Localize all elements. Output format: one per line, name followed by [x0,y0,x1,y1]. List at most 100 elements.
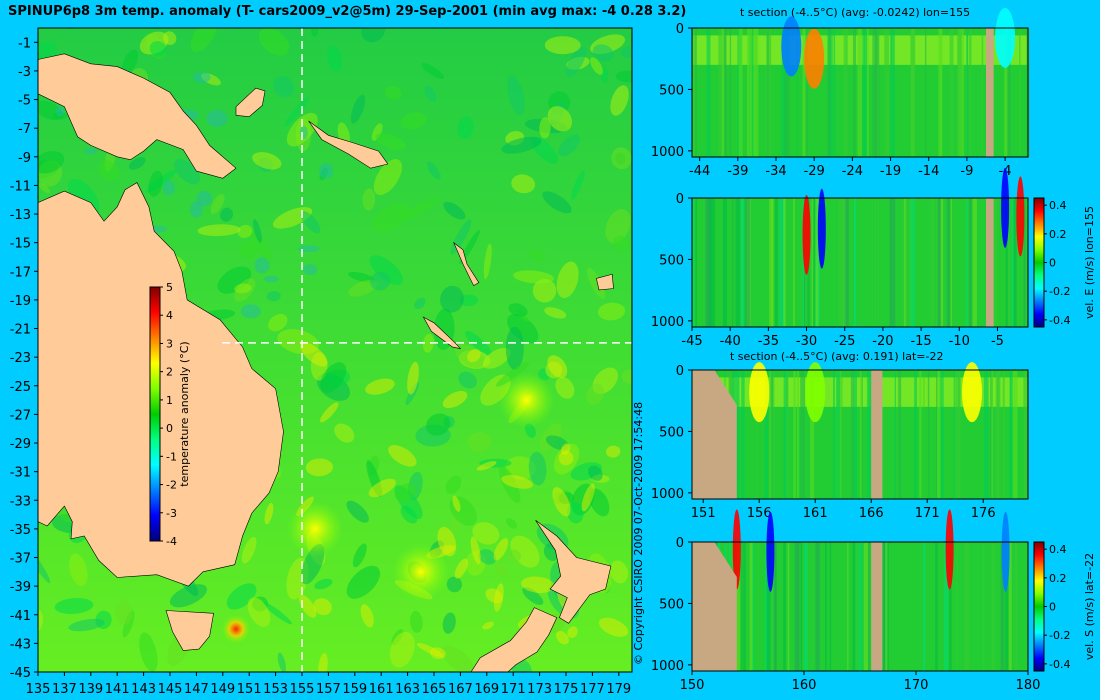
map-colorbar-tick-label: 0 [166,422,173,435]
vel-s-lat-22-stripe [956,542,958,671]
land-new-caledonia [422,316,462,350]
map-eddy-texture [611,147,632,170]
map-x-tick-label: 135 [26,682,51,697]
map-eddy-texture [571,170,585,200]
t-section-lon155-stripe [784,28,790,157]
t-section-lat-22-y-tick-label: 0 [676,364,684,379]
map-eddy-texture [556,261,579,299]
map-warm-eddy [264,502,274,525]
vel-s-lat-22-colorbar-tick-label: 0.4 [1049,543,1067,556]
vel-e-lon155-stripe [710,198,716,327]
vel-e-lon155-colorbar-tick-label: 0.2 [1049,228,1067,241]
vel-e-lon155-stripe [1023,198,1026,327]
map-eddy-texture [446,576,462,593]
map-eddy-texture [115,599,133,625]
vel-e-lon155-x-tick-label: -30 [796,334,817,349]
map-eddy-texture [532,278,557,303]
map-eddy-texture [149,41,167,57]
vel-e-lon155-feature-3 [1001,167,1010,248]
land-nz-north [535,520,612,624]
map-eddy-texture [327,45,342,72]
vel-e-lon155-y-tick-label: 500 [659,253,684,268]
map-y-tick-label: -5 [18,94,31,109]
map-eddy-texture [445,475,462,494]
t-section-lon155-stripe [796,28,798,157]
map-warm-eddy [493,583,504,612]
map-hotspot-0 [222,615,250,644]
vel-e-lon155-stripe [732,198,734,327]
map-eddy-texture [621,369,632,384]
vel-s-lat-22-x-tick-label: 170 [904,678,929,693]
map-eddy-texture [241,536,257,564]
map-eddy-texture [547,106,573,132]
map-warm-eddy [360,604,374,628]
map-eddy-texture [190,28,217,53]
vel-e-lon155-stripe [1017,198,1019,327]
vel-s-lat-22-x-tick-label: 160 [792,678,817,693]
map-x-tick-label: 151 [237,682,262,697]
map-eddy-texture [465,331,492,356]
map-eddy-texture [373,159,402,196]
map-y-tick-label: -45 [10,666,31,681]
map-eddy-texture [273,76,295,98]
map-x-tick-label: 143 [131,682,156,697]
map-eddy-texture [507,313,539,344]
map-x-tick-label: 153 [263,682,288,697]
map-x-tick-label: 177 [580,682,605,697]
map-warm-eddy [567,626,578,638]
map-eddy-texture [441,645,474,672]
map-eddy-texture [501,136,542,154]
t-section-lat-22-stripe [793,370,796,499]
vel-s-lat-22-stripe [1005,542,1009,671]
t-section-lat-22-stripe [741,370,745,499]
map-eddy-texture [247,597,271,627]
vel-s-lat-22-stripe [787,542,790,671]
vel-s-lat-22-stripe [964,542,967,671]
map-warm-eddy [365,378,395,395]
vel-s-lat-22-stripe [829,542,832,671]
map-x-tick-label: 139 [78,682,103,697]
map-warm-eddy [581,483,595,512]
vel-s-lat-22-stripe [825,542,827,671]
vel-s-lat-22-stripe [736,542,741,671]
vel-e-lon155-stripe [874,198,879,327]
land-new-guinea [38,53,237,179]
map-eddy-texture [507,549,521,564]
t-section-lon155-frame [691,27,1029,158]
t-section-lat-22-stripe [953,370,955,499]
vel-e-lon155-stripe [813,198,815,327]
vel-e-lon155-stripe [853,198,857,327]
t-section-lat-22-stripe [898,370,902,499]
vel-e-lon155-x-tick-label: -35 [758,334,779,349]
map-warm-eddy [452,495,461,512]
map-y-tick-label: -41 [10,609,31,624]
map-warm-eddy [556,630,569,645]
map-x-tick-label: 163 [395,682,420,697]
vel-s-lat-22-y-tick-label: 1000 [651,659,684,674]
map-warm-eddy [493,538,509,561]
t-section-lon155-x-tick-label: -19 [880,164,901,179]
vel-e-lon155-stripe [692,198,695,327]
map-eddy-texture [234,283,252,294]
vel-e-lon155-stripe [779,198,782,327]
map-colorbar-tick-label: 3 [166,337,173,350]
map-eddy-texture [400,505,418,524]
vel-e-lon155-stripe [1013,198,1017,327]
vel-s-lat-22-x-tick-label: 150 [680,678,705,693]
map-eddy-texture [352,543,367,568]
map-eddy-texture [424,85,437,102]
map-x-tick-label: 175 [554,682,579,697]
vel-e-lon155-stripe [965,198,968,327]
vel-e-lon155-feature-0 [802,194,811,275]
map-x-tick-label: 161 [369,682,394,697]
map-eddy-texture [504,456,536,480]
t-section-lon155-x-tick-label: -9 [960,164,973,179]
vel-e-lon155-stripe [745,198,751,327]
map-eddy-texture [284,96,310,127]
map-hotspot-1 [392,543,449,600]
t-section-lat-22-stripe [919,370,922,499]
vel-s-lat-22-stripe [1008,542,1012,671]
map-warm-eddy [605,445,621,458]
map-eddy-texture [508,303,528,317]
vel-e-lon155-stripe [972,198,977,327]
